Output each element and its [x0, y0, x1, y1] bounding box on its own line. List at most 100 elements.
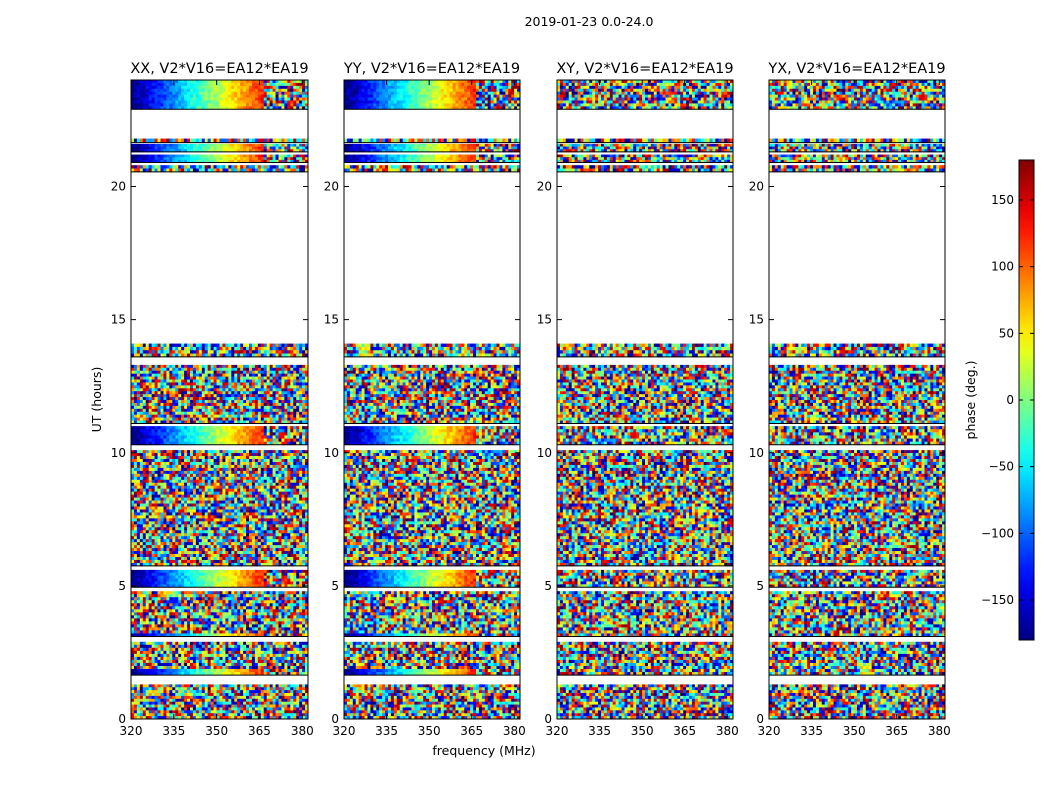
heatmap-cell [198, 704, 203, 708]
heatmap-cell [243, 509, 247, 513]
heatmap-cell [281, 672, 285, 676]
heatmap-cell [142, 684, 147, 688]
heatmap-cell [131, 482, 135, 487]
heatmap-cell [275, 713, 279, 717]
heatmap-cell [266, 600, 271, 604]
heatmap-cell [243, 518, 247, 522]
heatmap-cell [275, 693, 279, 697]
heatmap-cell [207, 624, 212, 628]
heatmap-cell [290, 659, 294, 664]
heatmap-cell [243, 515, 247, 519]
heatmap-cell [299, 509, 303, 513]
heatmap-cell [157, 488, 161, 492]
heatmap-cell [172, 459, 176, 463]
heatmap-cell [133, 656, 138, 661]
heatmap-cell [175, 624, 179, 628]
heatmap-cell [251, 503, 256, 507]
heatmap-cell [198, 669, 203, 673]
heatmap-cell [296, 494, 300, 498]
heatmap-cell [284, 621, 288, 625]
heatmap-cell [160, 633, 164, 637]
heatmap-cell [175, 690, 179, 694]
heatmap-cell [136, 624, 141, 628]
heatmap-cell [166, 669, 170, 673]
heatmap-cell [266, 542, 271, 546]
heatmap-cell [166, 572, 170, 576]
heatmap-cell [278, 527, 282, 531]
heatmap-cell [192, 524, 197, 528]
heatmap-cell [154, 479, 158, 484]
heatmap-cell [275, 518, 279, 522]
heatmap-cell [178, 687, 182, 691]
heatmap-cell [222, 716, 226, 719]
heatmap-cell [169, 542, 173, 546]
heatmap-cell [136, 533, 141, 537]
heatmap-cell [287, 662, 291, 667]
heatmap-cell [154, 518, 158, 522]
heatmap-cell [204, 641, 209, 646]
heatmap-cell [142, 548, 147, 552]
heatmap-cell [163, 467, 167, 472]
heatmap-cell [225, 603, 229, 607]
heatmap-cell [190, 562, 194, 567]
heatmap-cell [269, 672, 273, 676]
heatmap-cell [148, 426, 153, 430]
heatmap-cell [237, 650, 241, 655]
heatmap-cell [263, 650, 268, 655]
heatmap-cell [169, 559, 173, 564]
heatmap-cell [281, 630, 285, 634]
heatmap-cell [237, 488, 241, 492]
heatmap-cell [151, 609, 155, 613]
heatmap-cell [302, 669, 306, 673]
heatmap-cell [190, 612, 194, 616]
heatmap-cell [272, 557, 276, 561]
heatmap-cell [246, 656, 250, 661]
heatmap-cell [190, 575, 194, 579]
heatmap-cell [148, 710, 153, 714]
heatmap-cell [293, 701, 297, 705]
heatmap-cell [251, 479, 256, 484]
heatmap-cell [269, 473, 273, 478]
heatmap-cell [166, 606, 170, 610]
heatmap-cell [145, 603, 150, 607]
heatmap-cell [275, 488, 279, 492]
heatmap-cell [269, 662, 273, 667]
heatmap-cell [234, 509, 238, 513]
heatmap-cell [160, 630, 164, 634]
heatmap-cell [272, 539, 276, 543]
heatmap-cell [178, 524, 182, 528]
heatmap-cell [243, 669, 247, 673]
heatmap-cell [219, 659, 223, 664]
heatmap-cell [231, 470, 235, 475]
heatmap-cell [184, 533, 188, 537]
heatmap-cell [157, 665, 161, 670]
heatmap-cell [228, 609, 232, 613]
heatmap-cell [154, 695, 158, 700]
heatmap-cell [154, 603, 158, 607]
heatmap-cell [222, 647, 226, 652]
heatmap-cell [201, 473, 206, 478]
heatmap-cell [131, 603, 135, 607]
heatmap-cell [157, 624, 161, 628]
heatmap-cell [269, 488, 273, 492]
heatmap-cell [157, 633, 161, 637]
heatmap-cell [251, 515, 256, 519]
heatmap-cell [157, 426, 161, 430]
heatmap-cell [207, 461, 212, 466]
heatmap-cell [246, 575, 250, 579]
heatmap-cell [254, 656, 259, 661]
heatmap-cell [198, 562, 203, 567]
heatmap-cell [201, 467, 206, 472]
heatmap-cell [172, 533, 176, 537]
heatmap-cell [210, 524, 214, 528]
heatmap-cell [131, 600, 135, 604]
heatmap-cell [290, 612, 294, 616]
heatmap-cell [237, 662, 241, 667]
heatmap-cell [278, 695, 282, 700]
heatmap-cell [136, 551, 141, 555]
heatmap-cell [178, 684, 182, 688]
heatmap-cell [302, 542, 306, 546]
heatmap-cell [148, 662, 153, 667]
heatmap-cell [249, 621, 253, 625]
heatmap-cell [222, 488, 226, 492]
